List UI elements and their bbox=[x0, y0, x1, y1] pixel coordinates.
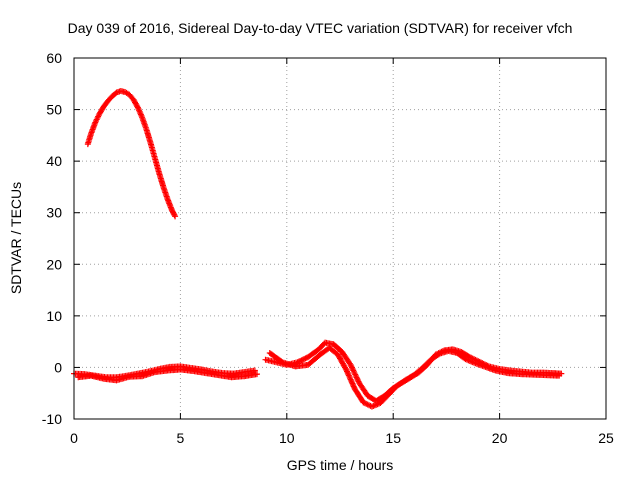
y-tick-label: 0 bbox=[54, 359, 62, 375]
data-point bbox=[349, 366, 356, 373]
data-point bbox=[348, 377, 355, 384]
grid bbox=[74, 58, 606, 419]
data-point bbox=[343, 368, 350, 375]
series-segment-a-offset bbox=[75, 366, 261, 384]
data-point bbox=[134, 104, 141, 111]
data-point bbox=[137, 110, 144, 117]
data-point bbox=[351, 370, 358, 377]
data-point bbox=[346, 373, 353, 380]
data-point bbox=[295, 358, 302, 365]
y-tick-label: 20 bbox=[46, 256, 62, 272]
y-tick-label: 50 bbox=[46, 102, 62, 118]
plot-frame bbox=[73, 57, 607, 420]
y-tick-label: 60 bbox=[46, 50, 62, 66]
data-point bbox=[294, 359, 301, 366]
data-point bbox=[349, 380, 356, 387]
data-point bbox=[348, 379, 355, 386]
data-point bbox=[344, 369, 351, 376]
chart-title: Day 039 of 2016, Sidereal Day-to-day VTE… bbox=[67, 20, 573, 36]
data-point bbox=[352, 371, 359, 378]
data-point bbox=[299, 356, 306, 363]
data-point bbox=[347, 375, 354, 382]
data-point bbox=[350, 368, 357, 375]
data-point bbox=[137, 111, 144, 118]
data-point bbox=[350, 382, 357, 388]
data-point bbox=[136, 108, 143, 115]
y-tick-label: 10 bbox=[46, 308, 62, 324]
data-point bbox=[298, 357, 305, 364]
data-point bbox=[347, 376, 354, 383]
y-tick-label: 30 bbox=[46, 205, 62, 221]
data-point bbox=[350, 383, 357, 390]
data-point bbox=[348, 363, 355, 370]
data-point bbox=[134, 103, 141, 110]
data-point bbox=[136, 107, 143, 114]
data-point bbox=[254, 371, 261, 378]
data-point bbox=[302, 355, 309, 362]
data-point bbox=[342, 365, 349, 372]
data-point bbox=[172, 213, 179, 220]
series-satellite-high bbox=[84, 88, 179, 220]
data-point bbox=[354, 375, 361, 382]
y-tick-label: -10 bbox=[42, 411, 62, 427]
y-tick-label: 40 bbox=[46, 153, 62, 169]
x-tick-label: 10 bbox=[279, 430, 295, 446]
data-point bbox=[556, 372, 563, 379]
data-point bbox=[348, 364, 355, 371]
data-point bbox=[345, 372, 352, 379]
data-point bbox=[251, 367, 258, 374]
x-tick-label: 25 bbox=[598, 430, 614, 446]
data-point bbox=[435, 351, 442, 358]
x-axis-label: GPS time / hours bbox=[286, 457, 394, 473]
data-point bbox=[350, 367, 357, 374]
data-point bbox=[343, 367, 350, 374]
x-tick-label: 15 bbox=[385, 430, 401, 446]
x-tick-label: 5 bbox=[177, 430, 185, 446]
data-point bbox=[353, 374, 360, 381]
data-points bbox=[71, 88, 565, 410]
x-tick-label: 20 bbox=[492, 430, 508, 446]
data-point bbox=[171, 212, 178, 219]
data-point bbox=[347, 361, 354, 368]
data-point bbox=[352, 372, 359, 379]
data-point bbox=[345, 371, 352, 378]
data-point bbox=[354, 377, 361, 384]
data-point bbox=[301, 356, 308, 363]
series-segment-b-offset bbox=[266, 344, 563, 410]
axis-ticks: 0 5 10 15 20 25 -10 0 10 20 30 40 50 60 bbox=[42, 50, 614, 446]
x-tick-label: 0 bbox=[70, 430, 78, 446]
